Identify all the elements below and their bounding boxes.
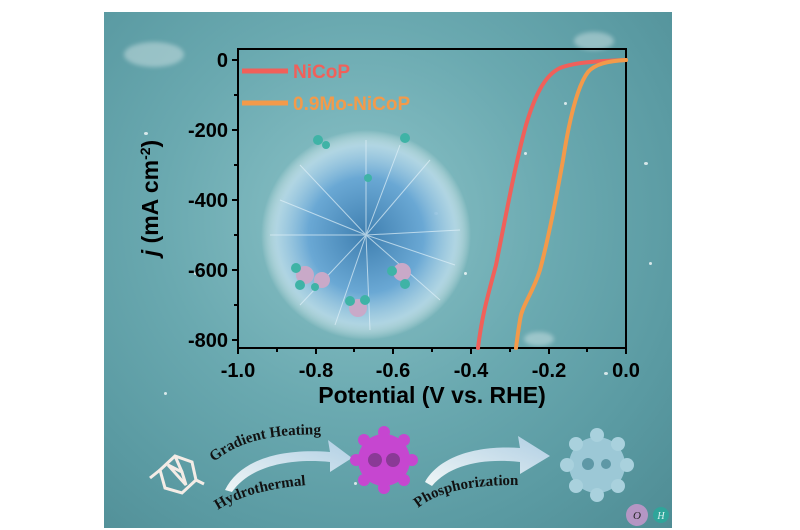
series-nicop-line — [476, 58, 628, 350]
background-bubble — [124, 42, 184, 67]
background-speck — [194, 272, 197, 275]
x-tick-label: -0.4 — [454, 360, 489, 382]
background-speck — [644, 162, 648, 165]
water-molecules — [291, 133, 411, 317]
svg-text:O: O — [633, 510, 641, 522]
background-speck — [649, 262, 652, 265]
intermediate-gear-icon — [350, 426, 418, 494]
legend-label-mo-nicop: 0.9Mo-NiCoP — [293, 94, 411, 115]
series-lines — [476, 58, 628, 350]
background-bubble — [574, 32, 614, 50]
precursor-cage-icon — [149, 454, 205, 495]
y-axis-title: j (mA cm-2) — [137, 140, 163, 259]
x-axis — [237, 348, 627, 354]
background-speck — [564, 102, 567, 105]
arrow-icon — [425, 436, 550, 486]
oxygen-atom-icon: O — [626, 504, 648, 526]
x-tick-label: -0.2 — [532, 360, 566, 382]
y-tick-label: -600 — [188, 260, 228, 282]
background-speck — [144, 132, 148, 135]
legend: NiCoP 0.9Mo-NiCoP — [242, 62, 411, 115]
legend-label-nicop: NiCoP — [293, 62, 350, 83]
synthesis-schematic: Gradient Heating Hydrothermal Phosphoriz… — [149, 422, 669, 526]
svg-text:H: H — [656, 511, 665, 522]
y-axis — [232, 59, 238, 341]
background-speck — [464, 272, 467, 275]
x-tick-label: -0.8 — [299, 360, 333, 382]
hydrogen-atom-icon: H — [653, 507, 669, 523]
y-tick-label: -800 — [188, 330, 228, 352]
x-tick-label: -1.0 — [221, 360, 255, 382]
x-tick-labels: -1.0 -0.8 -0.6 -0.4 -0.2 0.0 — [221, 360, 640, 382]
x-axis-title: Potential (V vs. RHE) — [318, 382, 545, 408]
y-tick-label: -200 — [188, 120, 228, 142]
arrow-icon — [225, 440, 352, 492]
x-tick-label: -0.6 — [376, 360, 410, 382]
background-speck — [354, 482, 357, 485]
background-speck — [524, 152, 527, 155]
step-label-hydrothermal: Hydrothermal — [212, 473, 306, 513]
product-gear-icon — [560, 428, 634, 502]
y-tick-label: -400 — [188, 190, 228, 212]
series-mo-nicop-line — [514, 58, 628, 350]
y-tick-label: 0 — [217, 50, 228, 72]
background-speck — [164, 392, 167, 395]
urchin-illustration — [261, 130, 471, 340]
x-tick-label: 0.0 — [612, 360, 640, 382]
y-tick-labels: 0 -200 -400 -600 -800 — [188, 50, 228, 352]
background-speck — [604, 372, 608, 375]
background-bubble — [524, 332, 554, 346]
